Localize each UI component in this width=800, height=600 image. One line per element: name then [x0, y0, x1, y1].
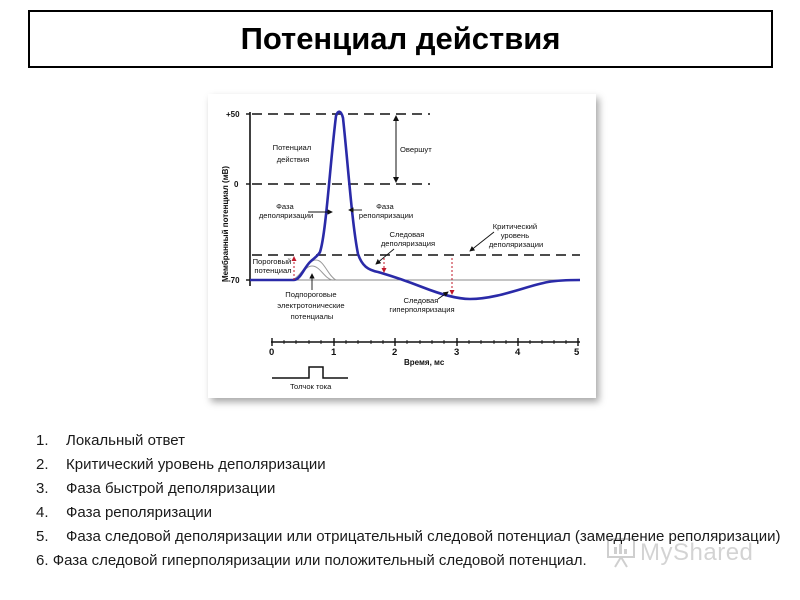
note-item-4: 4. Фаза реполяризации [36, 504, 212, 521]
stimulus-pulse [272, 366, 348, 379]
label-subthreshold: Подпороговые электротонические потенциал… [277, 290, 346, 321]
label-repolarization: Фаза реполяризации [359, 202, 413, 220]
watermark-text: MyShared [640, 539, 754, 566]
notes-list: 1. Локальный ответ 2. Критический уровень … [36, 429, 800, 573]
action-potential-curve [250, 110, 581, 301]
note-item-5: 5. Фаза следовой деполяризации или отрица… [36, 528, 781, 545]
y-tick-minus70: -70 [228, 276, 240, 285]
label-threshold: Пороговый потенциал [253, 257, 294, 275]
presentation-icon [607, 538, 635, 568]
label-stimulus: Толчок тока [290, 382, 332, 391]
subthreshold-curve-2 [289, 259, 337, 281]
x-axis-label: Время, мс [404, 358, 445, 367]
label-overshoot: Овершут [400, 145, 432, 154]
label-critical-level: Критический уровень деполяризации [489, 222, 543, 249]
x-tick-2: 2 [392, 347, 397, 358]
x-tick-1: 1 [331, 347, 337, 358]
y-axis-label: Мембранный потенциал (мВ) [221, 166, 230, 282]
label-depolarization: Фаза деполяризации [259, 202, 313, 220]
note-item-6: 6. Фаза следовой гиперполяризации или по… [36, 552, 587, 569]
label-trace-depolarization: Следовая деполяризация [381, 230, 435, 248]
action-potential-figure: Мембранный потенциал (мВ) +50 0 -70 Поте… [208, 94, 596, 398]
title-box: Потенциал действия [28, 10, 773, 68]
label-trace-hyperpolarization: Следовая гиперполяризация [389, 296, 454, 314]
label-action-potential: Потенциал действия [273, 143, 314, 164]
watermark: MyShared [606, 533, 786, 573]
y-tick-zero: 0 [234, 180, 239, 189]
x-tick-0: 0 [269, 347, 274, 358]
note-item-3: 3. Фаза быстрой деполяризации [36, 480, 276, 497]
x-tick-4: 4 [515, 347, 521, 358]
x-tick-3: 3 [454, 347, 459, 358]
page-title: Потенциал действия [240, 21, 561, 56]
action-potential-diagram: Мембранный потенциал (мВ) +50 0 -70 Поте… [221, 110, 581, 391]
x-tick-5: 5 [574, 347, 580, 358]
note-item-2: 2. Критический уровень деполяризации [36, 456, 326, 473]
note-item-1: 1. Локальный ответ [36, 432, 185, 449]
x-ticks [271, 338, 579, 346]
y-tick-plus50: +50 [226, 110, 240, 119]
